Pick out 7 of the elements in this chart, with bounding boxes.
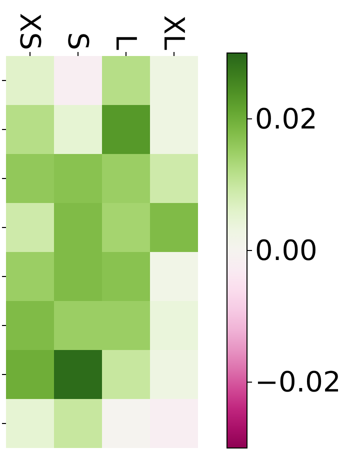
x-tick-label: L	[110, 34, 142, 50]
x-tick-label: S	[62, 32, 94, 50]
color-bar-label: 0.02	[255, 102, 318, 136]
color-bar-label: 0.00	[255, 234, 318, 267]
color-bar-label: −0.02	[255, 366, 341, 399]
x-tick-label: XS	[14, 13, 46, 50]
x-tick-label: XL	[158, 15, 190, 50]
